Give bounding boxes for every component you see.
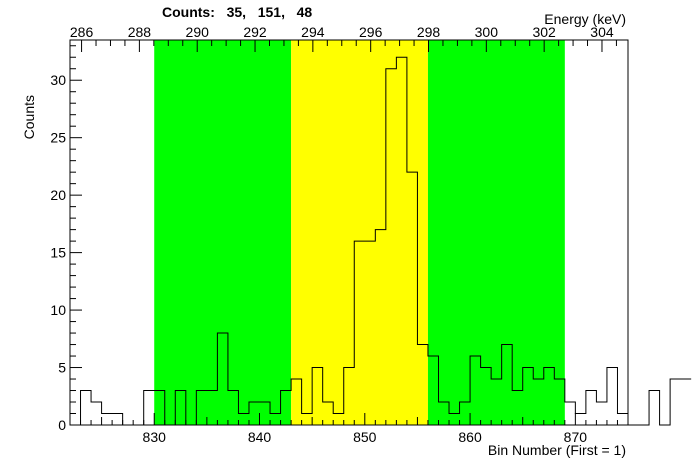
region-0 bbox=[154, 40, 292, 425]
y-tick-label: 20 bbox=[50, 187, 66, 203]
counts-left: 35 bbox=[226, 4, 243, 20]
x-tick-label: 850 bbox=[353, 429, 377, 445]
y-axis-label: Counts bbox=[21, 95, 37, 139]
top-tick-label: 286 bbox=[70, 24, 94, 40]
region-1 bbox=[291, 40, 428, 425]
y-tick-label: 30 bbox=[50, 72, 66, 88]
y-tick-label: 25 bbox=[50, 130, 66, 146]
x-axis-label: Bin Number (First = 1) bbox=[488, 442, 626, 458]
y-tick-label: 5 bbox=[58, 360, 66, 376]
counts-center: 151 bbox=[257, 4, 282, 20]
y-tick-label: 0 bbox=[58, 417, 66, 433]
top-tick-label: 294 bbox=[301, 24, 325, 40]
counts-label: Counts: bbox=[162, 4, 215, 20]
x-tick-label: 840 bbox=[248, 429, 272, 445]
top-tick-label: 292 bbox=[243, 24, 267, 40]
region-2 bbox=[427, 40, 565, 425]
plot-frame bbox=[69, 39, 629, 426]
top-tick-label: 298 bbox=[417, 24, 441, 40]
axis-tick-labels: 830 840 850 860 870 0 5 10 15 20 25 30 286 288 290 292 2… bbox=[50, 24, 613, 445]
highlight-regions bbox=[154, 40, 565, 425]
plot-border bbox=[69, 39, 629, 426]
x-tick-label: 870 bbox=[564, 429, 588, 445]
top-tick-label: 290 bbox=[186, 24, 210, 40]
counts-summary: Counts: 35, 151, 48 bbox=[162, 4, 313, 20]
x-tick-label: 830 bbox=[143, 429, 167, 445]
top-tick-label: 304 bbox=[590, 24, 614, 40]
y-tick-label: 15 bbox=[50, 245, 66, 261]
top-tick-label: 300 bbox=[475, 24, 499, 40]
histogram-series bbox=[70, 56, 692, 426]
top-tick-label: 296 bbox=[359, 24, 383, 40]
top-tick-label: 302 bbox=[532, 24, 556, 40]
top-axis-label: Energy (keV) bbox=[544, 11, 626, 27]
counts-right: 48 bbox=[296, 4, 313, 20]
x-tick-label: 860 bbox=[458, 429, 482, 445]
histogram-line bbox=[70, 56, 692, 426]
axis-ticks bbox=[69, 40, 629, 426]
top-tick-label: 288 bbox=[128, 24, 152, 40]
y-tick-label: 10 bbox=[50, 302, 66, 318]
